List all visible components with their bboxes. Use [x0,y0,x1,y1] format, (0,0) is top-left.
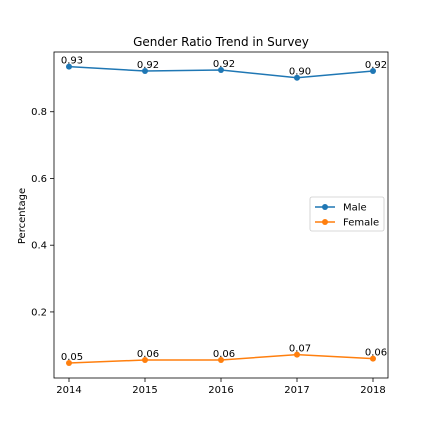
legend-label-female: Female [343,218,379,229]
data-labels: 0.93 0.92 0.92 0.90 0.92 0.05 0.06 0.06 0.07 0.06 [61,56,387,363]
data-label-female: 0.07 [289,344,311,355]
legend-label-male: Male [343,203,367,214]
data-point-female [294,351,300,358]
data-label-male: 0.92 [213,59,235,70]
x-axis: 2014 2015 2016 2017 2018 [56,378,386,396]
x-tick-label: 2018 [360,385,385,396]
data-label-female: 0.06 [137,349,159,360]
data-point-female [218,356,224,363]
x-tick-label: 2014 [56,385,81,396]
x-tick-label: 2016 [208,385,233,396]
chart-title: Gender Ratio Trend in Survey [133,35,309,49]
y-tick-label: 0.4 [31,241,47,252]
data-point-male [142,68,148,75]
legend-marker-male [322,204,328,210]
data-point-male [294,74,300,81]
data-point-male [218,67,224,74]
data-point-male [66,63,72,70]
data-point-male [370,68,376,75]
y-tick-label: 0.2 [31,307,47,318]
x-tick-label: 2017 [284,385,309,396]
data-label-male: 0.90 [289,67,311,78]
data-label-male: 0.92 [137,60,159,71]
data-point-female [142,356,148,363]
legend: Male Female [309,196,385,232]
x-tick-label: 2015 [132,385,157,396]
data-label-female: 0.06 [365,348,387,359]
series-group [66,63,376,366]
data-label-male: 0.92 [365,60,387,71]
y-tick-label: 0.8 [31,107,47,118]
data-point-female [66,359,72,366]
data-point-female [370,355,376,362]
y-axis: 0.2 0.4 0.6 0.8 [31,107,54,318]
y-axis-label: Percentage [17,188,28,244]
data-label-female: 0.05 [61,352,83,363]
data-label-female: 0.06 [213,349,235,360]
legend-marker-female [322,219,328,225]
data-label-male: 0.93 [61,56,83,67]
y-tick-label: 0.6 [31,174,47,185]
